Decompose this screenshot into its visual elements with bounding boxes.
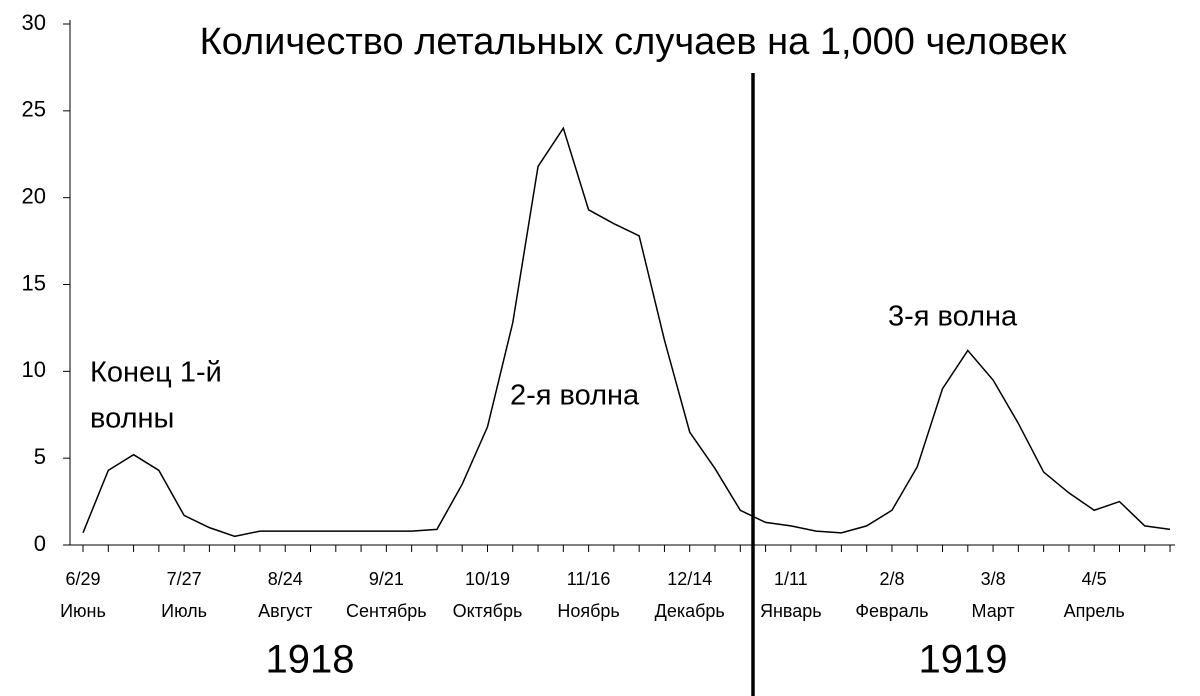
month-label: Январь bbox=[760, 601, 822, 621]
month-label: Сентябрь bbox=[346, 601, 427, 621]
x-tick-label: 9/21 bbox=[369, 569, 404, 589]
x-tick-label: 4/5 bbox=[1082, 569, 1107, 589]
y-tick-label: 20 bbox=[22, 183, 46, 208]
x-tick-label: 10/19 bbox=[465, 569, 510, 589]
y-tick-label: 25 bbox=[22, 97, 46, 122]
month-label: Ноябрь bbox=[557, 601, 619, 621]
data-line bbox=[82, 126, 1171, 538]
month-label: Июнь bbox=[60, 601, 106, 621]
month-label: Октябрь bbox=[453, 601, 523, 621]
annotation: Конец 1-й bbox=[90, 357, 222, 389]
month-label: Декабрь bbox=[655, 601, 725, 621]
x-tick-label: 2/8 bbox=[879, 569, 904, 589]
x-tick-label: 6/29 bbox=[65, 569, 100, 589]
annotation: волны bbox=[90, 403, 174, 435]
x-tick-label: 11/16 bbox=[567, 569, 611, 589]
x-tick-label: 12/14 bbox=[667, 569, 712, 589]
year-label: 1918 bbox=[266, 638, 355, 682]
annotation: 2-я волна bbox=[510, 380, 640, 412]
x-tick-label: 8/24 bbox=[268, 569, 303, 589]
chart-title: Количество летальных случаев на 1,000 че… bbox=[200, 21, 1067, 63]
month-label: Апрель bbox=[1064, 601, 1125, 621]
y-tick-label: 0 bbox=[34, 531, 46, 556]
month-label: Март bbox=[972, 601, 1015, 621]
annotation: 3-я волна bbox=[888, 301, 1018, 333]
month-label: Август bbox=[258, 601, 312, 621]
x-tick-label: 1/11 bbox=[774, 569, 808, 589]
y-tick-label: 15 bbox=[22, 270, 46, 295]
x-tick-label: 7/27 bbox=[167, 569, 202, 589]
y-tick-label: 30 bbox=[22, 10, 46, 35]
month-label: Июль bbox=[161, 601, 207, 621]
y-tick-label: 5 bbox=[34, 444, 46, 469]
month-label: Февраль bbox=[855, 601, 928, 621]
x-tick-label: 3/8 bbox=[981, 569, 1006, 589]
year-label: 1919 bbox=[919, 638, 1008, 682]
y-tick-label: 10 bbox=[22, 357, 46, 382]
